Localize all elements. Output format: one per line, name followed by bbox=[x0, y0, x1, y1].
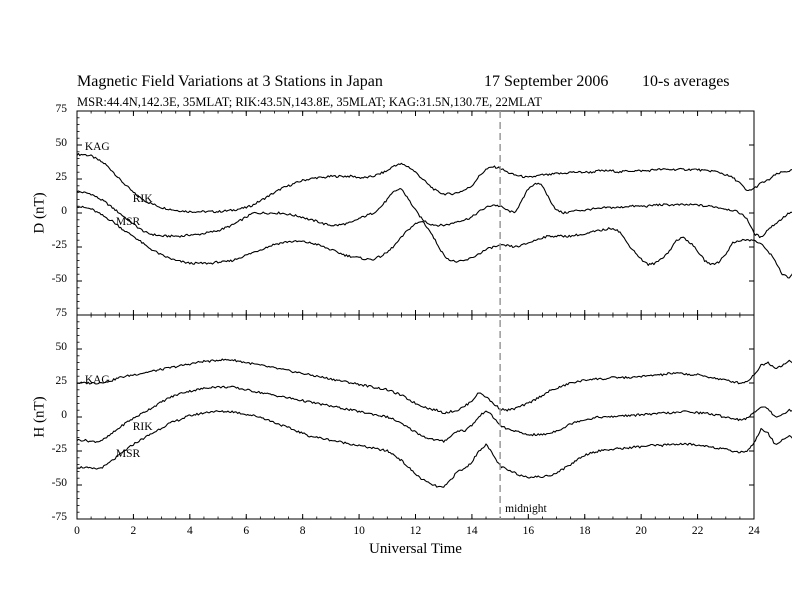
x-tick-label: 2 bbox=[130, 525, 137, 537]
y-axis-label: D (nT) bbox=[31, 192, 48, 234]
station-label-kag: KAG bbox=[84, 373, 110, 386]
station-coordinates: MSR:44.4N,142.3E, 35MLAT; RIK:43.5N,143.… bbox=[77, 95, 542, 109]
x-tick-label: 0 bbox=[74, 525, 80, 537]
series-msr-line bbox=[76, 205, 792, 279]
x-tick-label: 6 bbox=[243, 525, 250, 537]
station-label-msr: MSR bbox=[115, 215, 141, 228]
series-rik-line bbox=[76, 385, 792, 444]
plot-frame bbox=[76, 314, 755, 520]
station-label-msr: MSR bbox=[115, 448, 141, 461]
y-tick-label: 50 bbox=[55, 137, 68, 149]
x-tick-label: 24 bbox=[748, 525, 760, 537]
y-tick-label: -25 bbox=[51, 239, 67, 251]
x-tick-label: 16 bbox=[522, 525, 535, 537]
plot-frame bbox=[76, 110, 755, 316]
x-tick-label: 22 bbox=[691, 525, 704, 537]
x-tick-label: 4 bbox=[186, 525, 193, 537]
y-tick-label: -25 bbox=[51, 443, 67, 455]
x-tick-label: 8 bbox=[299, 525, 306, 537]
series-msr-line bbox=[76, 410, 792, 488]
y-tick-label: -50 bbox=[51, 477, 67, 489]
y-tick-label: 25 bbox=[55, 171, 68, 183]
series-rik-line bbox=[76, 182, 792, 239]
y-tick-label: 75 bbox=[55, 307, 68, 319]
averaging-label: 10-s averages bbox=[642, 73, 730, 90]
y-tick-label: -50 bbox=[51, 273, 67, 285]
y-axis-label: H (nT) bbox=[31, 396, 48, 438]
x-tick-label: 18 bbox=[579, 525, 591, 537]
series-kag-line bbox=[76, 358, 792, 415]
station-label-rik: RIK bbox=[132, 421, 153, 434]
d-panel bbox=[76, 110, 792, 316]
station-label-rik: RIK bbox=[132, 192, 153, 205]
chart-title: Magnetic Field Variations at 3 Stations … bbox=[77, 73, 383, 90]
x-axis-label: Universal Time bbox=[369, 541, 462, 557]
station-label-kag: KAG bbox=[84, 141, 110, 154]
y-tick-label: 25 bbox=[55, 375, 68, 387]
series-kag-line bbox=[76, 153, 792, 214]
x-tick-label: 10 bbox=[353, 525, 365, 537]
y-tick-label: 0 bbox=[61, 409, 67, 421]
y-tick-label: 50 bbox=[55, 341, 68, 353]
midnight-label: midnight bbox=[505, 503, 547, 515]
y-tick-label: 75 bbox=[55, 103, 68, 115]
chart-date: 17 September 2006 bbox=[484, 73, 609, 90]
h-panel bbox=[76, 314, 792, 520]
y-tick-label: 0 bbox=[61, 205, 67, 217]
y-tick-label: -75 bbox=[51, 511, 67, 523]
x-tick-label: 20 bbox=[635, 525, 647, 537]
x-tick-label: 14 bbox=[466, 525, 478, 537]
x-tick-label: 12 bbox=[409, 525, 422, 537]
